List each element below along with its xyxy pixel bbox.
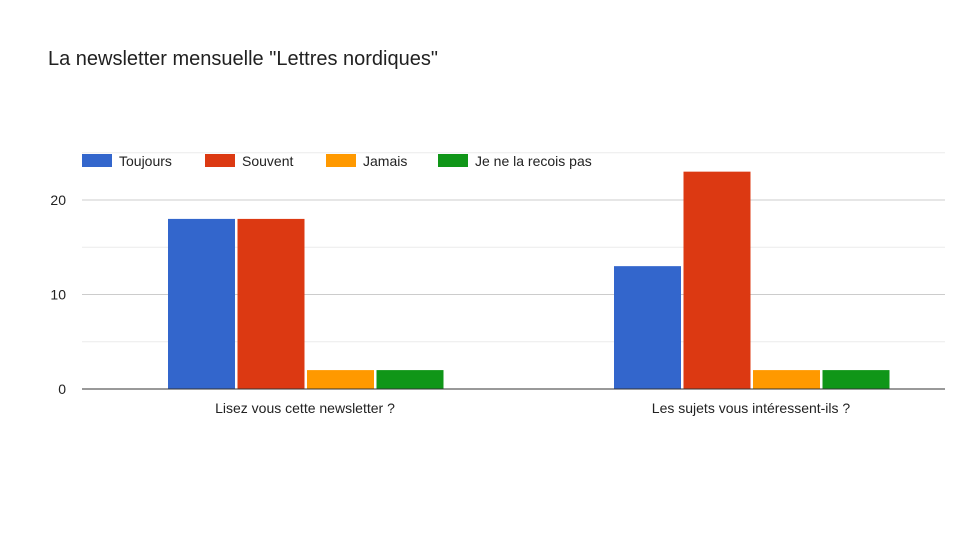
- y-tick-labels: 0 10 20: [50, 192, 66, 397]
- category-label: Lisez vous cette newsletter ?: [215, 400, 395, 416]
- legend-swatch: [326, 154, 356, 167]
- legend-item: Toujours: [82, 153, 172, 169]
- bar-0-1: [614, 266, 681, 389]
- legend-item: Souvent: [205, 153, 293, 169]
- legend-label: Souvent: [242, 153, 293, 169]
- legend: Toujours Souvent Jamais Je ne la recois pas: [82, 153, 592, 169]
- y-tick-label: 10: [50, 287, 66, 303]
- legend-label: Jamais: [363, 153, 407, 169]
- legend-item: Jamais: [326, 153, 407, 169]
- bars: [168, 171, 890, 389]
- bar-1-0: [237, 218, 305, 389]
- legend-label: Je ne la recois pas: [475, 153, 592, 169]
- category-label: Les sujets vous intéressent-ils ?: [652, 400, 851, 416]
- legend-swatch: [438, 154, 468, 167]
- y-tick-label: 0: [58, 381, 66, 397]
- bar-1-1: [683, 171, 751, 389]
- bar-0-0: [168, 218, 235, 389]
- legend-swatch: [82, 154, 112, 167]
- gridlines: [82, 152, 945, 343]
- bar-2-1: [753, 370, 820, 389]
- category-labels: Lisez vous cette newsletter ? Les sujets …: [215, 400, 850, 416]
- chart-title: La newsletter mensuelle "Lettres nordiqu…: [48, 48, 438, 70]
- bar-2-0: [307, 370, 374, 389]
- legend-swatch: [205, 154, 235, 167]
- y-tick-label: 20: [50, 192, 66, 208]
- legend-item: Je ne la recois pas: [438, 153, 592, 169]
- bar-3-1: [822, 370, 890, 389]
- bar-3-0: [376, 370, 444, 389]
- legend-label: Toujours: [119, 153, 172, 169]
